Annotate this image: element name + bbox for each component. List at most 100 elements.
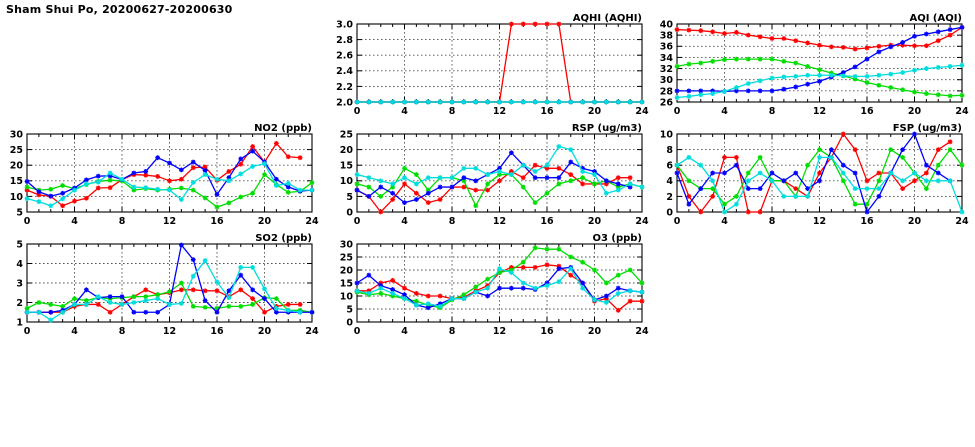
y-tick-label: 30 — [340, 239, 354, 250]
y-tick-label: 34 — [660, 53, 674, 64]
x-tick-label: 16 — [860, 216, 874, 227]
x-tick-label: 12 — [163, 216, 176, 227]
y-tick-label: 2.6 — [336, 51, 353, 62]
x-tick-label: 12 — [163, 326, 176, 337]
series-series_4 — [354, 99, 645, 105]
plot-title-fsp: FSP (ug/m3) — [893, 123, 962, 134]
x-tick-label: 0 — [674, 216, 681, 227]
x-tick-label: 12 — [493, 326, 506, 337]
x-tick-label: 4 — [401, 106, 408, 117]
y-tick-label: 25 — [340, 252, 353, 263]
x-tick-label: 0 — [354, 216, 361, 227]
x-axis-fsp: 0 4 8 12 16 20 24 — [674, 216, 969, 227]
gridlines-o3 — [357, 244, 642, 322]
x-axis-so2: 0 4 8 12 16 20 24 — [24, 326, 319, 337]
y-axis-so2: 1 2 3 4 5 — [16, 239, 312, 328]
y-tick-label: 0 — [346, 317, 353, 328]
y-tick-label: 2.4 — [336, 66, 353, 77]
chart-panel-rsp: RSP (ug/m3) 0 5 10 15 20 25 0 4 8 12 16 20 24 — [330, 120, 650, 230]
y-tick-label: 3 — [16, 278, 23, 289]
chart-panel-no2: NO2 (ppb) 5 10 15 20 25 30 0 4 8 12 16 20 24 — [0, 120, 320, 230]
y-tick-label: 26 — [660, 97, 674, 108]
x-tick-label: 20 — [588, 326, 602, 337]
plot-title-aqhi: AQHI (AQHI) — [573, 13, 642, 24]
series-series_4 — [674, 155, 965, 215]
chart-panel-o3: O3 (ppb) 0 5 10 15 20 25 30 0 4 8 12 16 20 24 — [330, 230, 650, 340]
x-tick-label: 8 — [119, 326, 126, 337]
x-tick-label: 4 — [401, 326, 408, 337]
chart-panel-fsp: FSP (ug/m3) 0 2 4 6 8 10 0 4 8 12 16 20 24 — [650, 120, 970, 230]
y-tick-label: 5 — [16, 239, 23, 250]
plot-frame-o3 — [356, 243, 643, 323]
x-axis-no2: 0 4 8 12 16 20 24 — [24, 216, 319, 227]
x-tick-label: 24 — [955, 216, 969, 227]
x-tick-label: 24 — [635, 106, 649, 117]
series-series_4 — [24, 161, 315, 209]
y-tick-label: 0 — [666, 207, 673, 218]
series-series_4 — [674, 62, 965, 100]
x-tick-label: 20 — [258, 216, 272, 227]
y-tick-label: 25 — [10, 145, 23, 156]
y-tick-label: 25 — [340, 129, 353, 140]
gridlines-aqhi — [357, 24, 642, 102]
x-minor-ticks-rsp — [356, 134, 643, 212]
y-tick-label: 15 — [340, 161, 353, 172]
x-tick-label: 16 — [860, 106, 874, 117]
x-tick-label: 4 — [721, 106, 728, 117]
y-tick-label: 2 — [666, 192, 673, 203]
gridlines-rsp — [357, 134, 642, 212]
y-tick-label: 28 — [660, 86, 674, 97]
x-tick-label: 24 — [305, 216, 319, 227]
page-title: Sham Shui Po, 20200627-20200630 — [6, 3, 233, 16]
plot-title-no2: NO2 (ppb) — [254, 123, 312, 134]
x-tick-label: 0 — [354, 326, 361, 337]
y-tick-label: 10 — [10, 192, 24, 203]
x-tick-label: 16 — [540, 216, 554, 227]
series-series_1 — [24, 140, 303, 209]
y-tick-label: 20 — [340, 145, 354, 156]
x-tick-label: 8 — [119, 216, 126, 227]
x-tick-label: 8 — [449, 326, 456, 337]
y-axis-aqhi: 2.0 2.2 2.4 2.6 2.8 3.0 — [336, 19, 642, 108]
x-tick-label: 12 — [493, 216, 506, 227]
x-tick-label: 16 — [540, 106, 554, 117]
plot-title-so2: SO2 (ppb) — [255, 233, 312, 244]
x-axis-aqhi: 0 4 8 12 16 20 24 — [354, 106, 649, 117]
y-tick-label: 15 — [340, 278, 353, 289]
series-series_4 — [24, 258, 303, 323]
chart-panel-aqhi: AQHI (AQHI) 2.0 2.2 2.4 2.6 2.8 3.0 0 4 8 12 16 20 24 — [330, 10, 650, 120]
y-tick-label: 10 — [660, 129, 674, 140]
series-series_4 — [354, 266, 645, 309]
x-tick-label: 16 — [540, 326, 554, 337]
x-tick-label: 0 — [24, 216, 31, 227]
x-tick-label: 4 — [71, 326, 78, 337]
y-tick-label: 30 — [10, 129, 24, 140]
plot-title-aqi: AQI (AQI) — [909, 13, 962, 24]
x-tick-label: 16 — [210, 326, 224, 337]
y-tick-label: 2.2 — [336, 82, 353, 93]
x-tick-label: 0 — [354, 106, 361, 117]
x-tick-label: 20 — [588, 106, 602, 117]
x-tick-label: 20 — [588, 216, 602, 227]
x-tick-label: 0 — [674, 106, 681, 117]
y-tick-label: 4 — [666, 176, 673, 187]
y-tick-label: 5 — [346, 304, 353, 315]
plot-title-rsp: RSP (ug/m3) — [572, 123, 642, 134]
x-tick-label: 24 — [635, 326, 649, 337]
x-minor-ticks-aqi — [676, 24, 963, 102]
x-tick-label: 20 — [908, 216, 922, 227]
x-tick-label: 16 — [210, 216, 224, 227]
y-axis-rsp: 0 5 10 15 20 25 — [340, 129, 642, 218]
y-tick-label: 32 — [660, 64, 673, 75]
y-tick-label: 5 — [346, 192, 353, 203]
y-tick-label: 40 — [660, 19, 674, 30]
y-tick-label: 4 — [16, 259, 23, 270]
y-axis-no2: 5 10 15 20 25 30 — [10, 129, 312, 218]
x-minor-ticks-so2 — [26, 244, 313, 322]
y-tick-label: 3.0 — [336, 19, 353, 30]
x-minor-ticks-aqhi — [356, 24, 643, 102]
y-tick-label: 8 — [666, 145, 673, 156]
x-tick-label: 8 — [449, 106, 456, 117]
y-tick-label: 15 — [10, 176, 23, 187]
